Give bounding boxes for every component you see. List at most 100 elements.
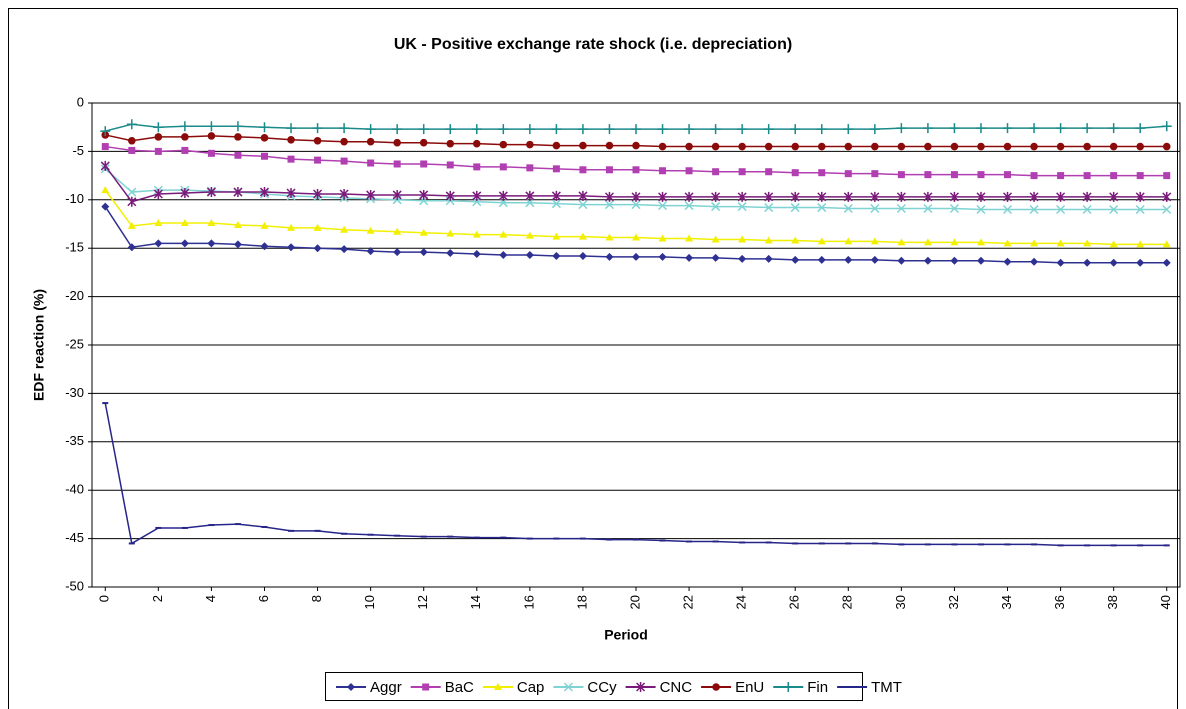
marker	[578, 251, 587, 260]
marker	[128, 146, 136, 154]
marker	[844, 255, 853, 264]
marker	[313, 188, 323, 199]
legend-label: Cap	[517, 679, 545, 696]
marker	[763, 124, 774, 135]
marker	[738, 142, 746, 151]
marker	[287, 155, 295, 163]
marker	[181, 146, 189, 154]
marker	[976, 256, 985, 265]
marker	[870, 191, 880, 202]
marker	[446, 249, 455, 258]
legend-label: TMT	[871, 679, 902, 696]
y-tick-label: -10	[65, 191, 84, 206]
marker	[339, 123, 350, 134]
x-tick-label: 34	[999, 595, 1014, 609]
marker	[871, 170, 879, 178]
marker	[233, 187, 243, 198]
marker	[817, 237, 826, 245]
marker	[340, 245, 349, 254]
marker	[1136, 172, 1144, 180]
marker	[1110, 172, 1118, 180]
marker	[790, 203, 800, 213]
marker	[233, 240, 242, 249]
marker	[658, 234, 667, 242]
marker	[605, 166, 613, 174]
marker	[1002, 191, 1013, 202]
marker	[896, 123, 907, 134]
x-tick-label: 36	[1052, 595, 1067, 609]
marker	[1162, 142, 1171, 151]
marker	[366, 137, 375, 146]
marker	[499, 140, 508, 149]
legend-label: CNC	[660, 679, 693, 696]
marker	[498, 124, 509, 135]
marker	[578, 200, 588, 210]
marker	[817, 142, 826, 151]
marker	[314, 156, 322, 164]
marker	[896, 191, 906, 202]
marker	[712, 168, 720, 176]
marker	[1056, 239, 1065, 247]
marker	[1082, 191, 1092, 202]
marker	[817, 191, 827, 202]
marker	[312, 123, 323, 134]
marker	[737, 202, 747, 212]
marker	[127, 196, 137, 207]
marker	[923, 238, 932, 246]
marker	[419, 138, 428, 147]
marker	[658, 252, 667, 261]
marker	[737, 124, 748, 135]
marker	[1109, 240, 1118, 248]
marker	[844, 237, 853, 245]
marker	[1002, 123, 1013, 134]
marker	[1030, 257, 1039, 266]
y-axis-title: EDF reaction (%)	[31, 289, 47, 401]
marker	[260, 221, 269, 229]
marker	[897, 256, 906, 265]
marker	[659, 167, 667, 175]
marker	[605, 141, 614, 150]
marker	[685, 167, 693, 175]
x-tick-label: 40	[1158, 595, 1173, 609]
marker	[563, 682, 573, 692]
marker	[419, 228, 428, 236]
marker	[1002, 204, 1013, 215]
marker	[817, 203, 827, 213]
y-tick-label: -35	[65, 433, 84, 448]
marker	[552, 251, 561, 260]
marker	[1109, 258, 1118, 267]
marker	[1056, 191, 1066, 202]
marker	[498, 198, 508, 208]
x-tick-label: 24	[734, 595, 749, 609]
marker	[658, 201, 668, 211]
marker	[101, 202, 110, 211]
x-tick-label: 0	[97, 595, 112, 602]
marker	[233, 220, 242, 228]
marker	[922, 123, 933, 134]
marker	[738, 254, 747, 263]
marker	[1135, 123, 1146, 134]
x-tick-label: 4	[203, 595, 218, 602]
marker	[950, 256, 959, 265]
marker	[393, 138, 401, 147]
marker	[684, 124, 695, 135]
marker	[526, 164, 534, 172]
marker	[791, 236, 800, 244]
y-tick-label: -25	[65, 336, 84, 351]
marker	[1083, 142, 1091, 151]
marker	[260, 152, 268, 160]
marker	[551, 124, 562, 135]
marker	[1082, 123, 1093, 134]
y-tick-label: -5	[72, 143, 84, 158]
y-tick-label: -45	[65, 530, 84, 545]
marker	[685, 234, 694, 242]
marker	[1136, 142, 1144, 151]
y-tick-label: -40	[65, 482, 84, 497]
marker	[870, 237, 879, 245]
marker	[499, 230, 508, 238]
marker	[287, 223, 296, 231]
marker	[446, 139, 455, 148]
marker	[126, 119, 137, 130]
marker	[764, 203, 774, 213]
marker	[127, 243, 136, 252]
